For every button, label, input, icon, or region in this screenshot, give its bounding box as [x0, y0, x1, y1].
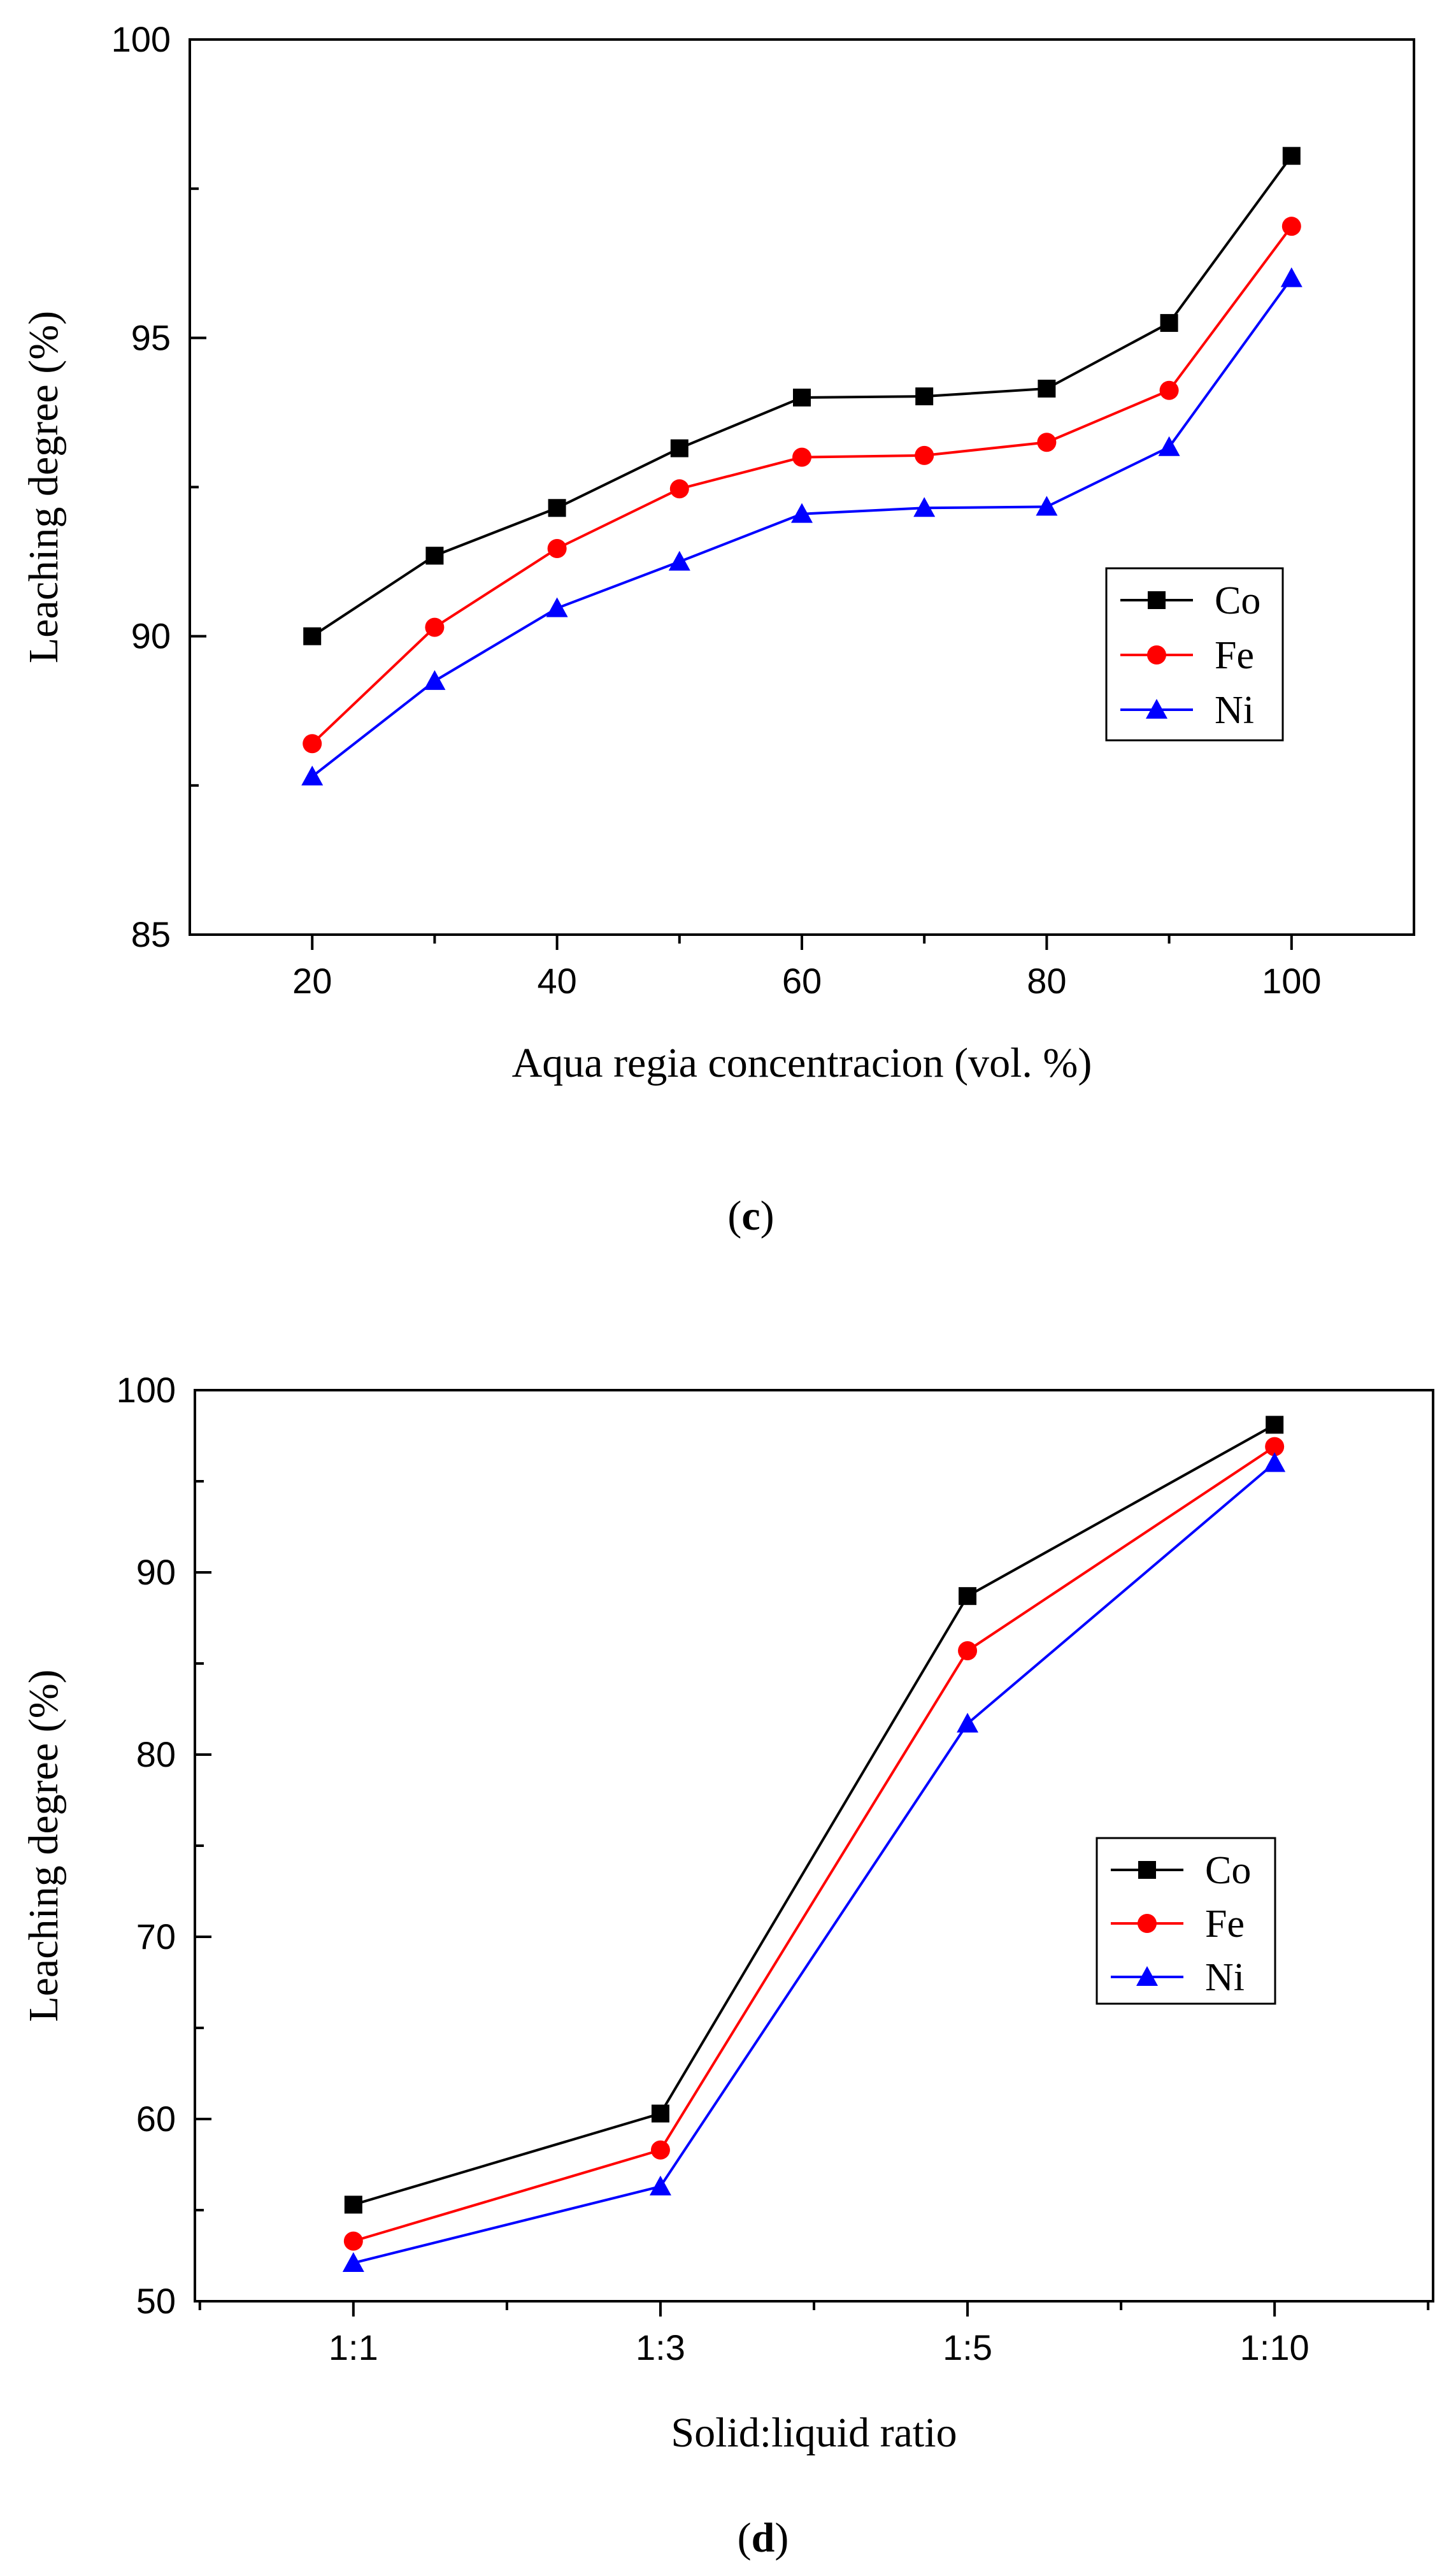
data-point-ni — [342, 2252, 364, 2272]
x-tick-label: 20 — [292, 961, 332, 1001]
legend-label-fe: Fe — [1205, 1902, 1245, 1946]
data-point-ni — [913, 497, 936, 517]
data-point-ni — [1158, 436, 1180, 456]
legend-marker-co — [1148, 591, 1166, 609]
legend-label-co: Co — [1205, 1849, 1251, 1892]
x-axis-title: Aqua regia concentracion (vol. %) — [512, 1040, 1092, 1086]
y-tick-label: 60 — [136, 2099, 176, 2139]
data-point-fe — [303, 734, 322, 754]
data-point-co — [1266, 1416, 1284, 1434]
data-point-co — [425, 547, 444, 565]
legend-label-ni: Ni — [1215, 689, 1254, 732]
data-point-fe — [1265, 1437, 1285, 1456]
y-tick-label: 50 — [136, 2281, 176, 2321]
series-line-ni — [353, 1462, 1276, 2264]
data-point-ni — [1036, 496, 1058, 516]
legend-marker-fe — [1147, 645, 1166, 665]
data-point-co — [548, 499, 566, 517]
data-point-co — [344, 2195, 362, 2214]
data-point-ni — [668, 550, 690, 571]
data-point-fe — [650, 2140, 670, 2160]
data-point-co — [651, 2104, 669, 2123]
data-point-fe — [343, 2231, 363, 2251]
data-point-co — [1038, 379, 1056, 398]
data-point-ni — [546, 597, 568, 617]
x-tick-label: 60 — [782, 961, 822, 1001]
series-line-fe — [353, 1445, 1276, 2243]
legend-marker-fe — [1138, 1914, 1157, 1933]
data-point-ni — [1264, 1452, 1286, 1472]
x-tick-label: 40 — [537, 961, 576, 1001]
panel-label: (d) — [738, 2515, 789, 2561]
data-point-fe — [425, 617, 445, 637]
data-point-co — [915, 387, 934, 406]
x-tick-label: 100 — [1262, 961, 1321, 1001]
chart-panel-d: 50 60 70 80 90 100 1:1 1:3 1:5 1:10 Solid:liquid r… — [20, 1370, 1434, 2561]
y-tick-label: 100 — [117, 1370, 176, 1410]
data-point-fe — [669, 479, 689, 499]
data-point-co — [670, 439, 689, 457]
data-point-ni — [791, 503, 813, 523]
data-point-fe — [958, 1641, 978, 1660]
chart-panel-c: 85 90 95 100 20 40 60 80 100 Aqua regia concentra… — [20, 19, 1415, 1239]
data-point-fe — [547, 538, 567, 558]
x-tick-label: 80 — [1027, 961, 1066, 1001]
x-tick-label: 1:10 — [1240, 2327, 1310, 2367]
series-line-co — [353, 1423, 1276, 2206]
data-point-co — [793, 389, 811, 406]
legend-label-co: Co — [1215, 579, 1260, 622]
y-axis-title: Leaching degree (%) — [20, 311, 67, 663]
x-tick-label: 1:5 — [943, 2327, 992, 2367]
data-point-fe — [1159, 380, 1179, 400]
data-point-co — [1282, 147, 1301, 165]
y-tick-label: 100 — [111, 19, 171, 59]
data-point-fe — [915, 445, 934, 465]
y-tick-label: 90 — [131, 616, 171, 656]
legend-marker-co — [1138, 1861, 1156, 1879]
x-axis-title: Solid:liquid ratio — [671, 2410, 957, 2456]
data-point-co — [303, 627, 322, 645]
data-point-co — [1160, 313, 1178, 332]
y-tick-label: 95 — [131, 317, 171, 357]
data-point-ni — [649, 2175, 671, 2195]
plot-frame — [189, 38, 1415, 936]
y-tick-label: 90 — [136, 1552, 176, 1592]
legend-label-fe: Fe — [1215, 634, 1254, 677]
x-tick-label: 1:3 — [636, 2327, 685, 2367]
data-point-ni — [424, 670, 446, 690]
data-point-ni — [301, 765, 324, 786]
data-point-co — [959, 1587, 977, 1606]
x-tick-label: 1:1 — [329, 2327, 378, 2367]
legend-marker-ni — [1146, 699, 1167, 719]
y-tick-label: 70 — [136, 1916, 176, 1957]
legend-label-ni: Ni — [1205, 1956, 1245, 1999]
y-tick-label: 80 — [136, 1734, 176, 1774]
legend-marker-ni — [1136, 1966, 1158, 1986]
data-point-ni — [1280, 267, 1303, 287]
y-tick-label: 85 — [131, 914, 171, 954]
data-point-fe — [1037, 433, 1057, 452]
panel-label: (c) — [727, 1193, 774, 1239]
data-point-fe — [792, 447, 811, 467]
y-axis-title: Leaching degree (%) — [20, 1669, 67, 2022]
data-point-ni — [957, 1713, 979, 1733]
data-point-fe — [1281, 217, 1301, 236]
